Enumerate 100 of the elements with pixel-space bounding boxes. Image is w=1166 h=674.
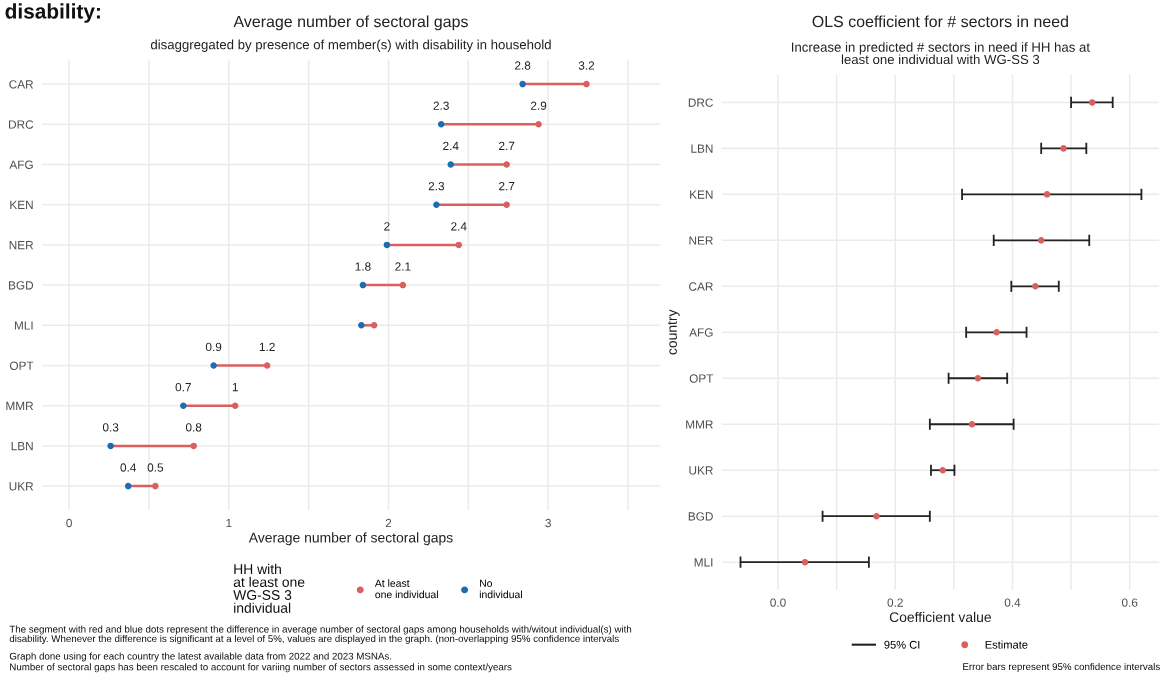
- point: [974, 375, 982, 382]
- text: 95% CI: [884, 640, 920, 649]
- point: [1060, 145, 1067, 152]
- point: [124, 482, 132, 490]
- chart-title: Average number of sectoral gaps: [233, 15, 468, 31]
- y-tick-label: LBN: [11, 442, 33, 451]
- point: [359, 281, 367, 289]
- x-tick-label: 0.4: [1004, 598, 1021, 607]
- data-label: 3.2: [578, 61, 595, 70]
- y-tick-label: CAR: [689, 282, 713, 291]
- point: [210, 362, 217, 369]
- y-tick-label: DRC: [9, 120, 34, 129]
- data-label: 2.7: [499, 181, 515, 191]
- point: [1043, 191, 1051, 198]
- point: [1088, 99, 1096, 106]
- data-label: 2.9: [530, 101, 547, 110]
- legend-label: No individual: [479, 579, 522, 599]
- x-tick-label: 2: [385, 518, 392, 528]
- legend-title: HH with at least one WG-SS 3 individual: [233, 563, 305, 613]
- x-tick-label: 3: [545, 518, 551, 528]
- point: [263, 362, 271, 369]
- point: [1037, 237, 1045, 244]
- y-axis-title: country: [667, 309, 680, 355]
- point: [801, 558, 809, 566]
- y-tick-label: MLI: [694, 558, 713, 567]
- point: [107, 442, 114, 450]
- text: Number of sectoral gaps has been rescaled to account for variing number of sectors assessed in some context/years: [10, 663, 512, 673]
- data-label: 1.8: [355, 262, 371, 271]
- point: [993, 329, 1000, 336]
- legend-label: Estimate: [985, 640, 1028, 649]
- chart-title: OLS coefficient for # sectors in need: [812, 15, 1068, 28]
- point: [939, 466, 946, 474]
- data-label: 2.4: [451, 222, 467, 231]
- data-label: 1.2: [259, 342, 275, 351]
- y-tick-label: NER: [689, 236, 713, 245]
- point: [358, 322, 365, 329]
- text: disability:: [5, 3, 100, 23]
- point: [231, 402, 239, 409]
- x-tick-label: 0.0: [770, 598, 786, 607]
- data-label: 0.3: [102, 423, 119, 432]
- y-tick-label: UKR: [689, 466, 713, 475]
- y-tick-label: KEN: [10, 200, 33, 209]
- data-label: 0.5: [147, 463, 164, 472]
- point: [873, 512, 880, 520]
- y-tick-label: KEN: [690, 190, 713, 199]
- data-label: 2: [384, 222, 390, 231]
- data-label: 2.8: [515, 61, 531, 70]
- y-tick-label: MMR: [686, 420, 713, 429]
- data-label: 2.3: [433, 101, 449, 110]
- point: [383, 241, 391, 249]
- data-label: 0.8: [185, 423, 202, 432]
- text: Error bars represent 95% confidence intervals: [963, 662, 1160, 672]
- x-tick-label: 1: [226, 518, 232, 528]
- point: [968, 420, 976, 428]
- point: [583, 80, 590, 88]
- x-tick-label: 0.2: [887, 598, 903, 607]
- data-label: 0.7: [175, 382, 191, 392]
- point: [370, 322, 378, 329]
- data-label: 2.1: [395, 262, 411, 271]
- data-label: 2.7: [499, 141, 515, 150]
- point: [519, 80, 526, 88]
- point: [399, 281, 407, 289]
- x-tick-label: 0: [66, 518, 72, 528]
- x-axis-title: Coefficient value: [889, 611, 991, 623]
- y-tick-label: LBN: [691, 144, 713, 153]
- data-label: 0.4: [120, 463, 137, 472]
- point: [433, 201, 440, 208]
- x-tick-label: 0.6: [1121, 598, 1138, 607]
- y-tick-label: DRC: [688, 98, 713, 107]
- point: [180, 402, 187, 409]
- legend-label: At least one individual: [374, 579, 438, 599]
- y-tick-label: CAR: [9, 80, 34, 89]
- y-tick-label: AFG: [9, 160, 33, 169]
- y-tick-label: AFG: [689, 328, 713, 337]
- point: [190, 442, 197, 450]
- point: [447, 161, 455, 168]
- x-axis-title: Average number of sectoral gaps: [248, 532, 453, 546]
- point: [437, 121, 445, 128]
- chart-subtitle: disaggregated by presence of member(s) with disability in household: [150, 39, 551, 52]
- text: The segment with red and blue dots represent the difference in average number of sectoral gaps among households with/witout individual(s) with disability. Whenever the difference is significant at a level of 5%, values are displayed in the graph. (non-overlapping 95% confidence intervals: [9, 625, 632, 644]
- text: Graph done using for each country the latest available data from 2022 and 2023 MSNAs.: [9, 652, 392, 662]
- data-label: 0.9: [205, 342, 222, 352]
- y-tick-label: BGD: [688, 512, 713, 521]
- y-tick-label: NER: [9, 241, 34, 250]
- point: [1032, 283, 1039, 290]
- data-label: 2.4: [443, 141, 459, 150]
- data-label: 1: [232, 383, 238, 392]
- point: [455, 241, 463, 249]
- point: [535, 121, 542, 128]
- data-label: 2.3: [428, 181, 445, 191]
- point: [503, 201, 510, 208]
- y-tick-label: MMR: [6, 401, 34, 410]
- point: [503, 161, 510, 168]
- point: [152, 482, 159, 490]
- y-tick-label: MLI: [14, 321, 33, 330]
- y-tick-label: OPT: [689, 374, 714, 383]
- y-tick-label: UKR: [9, 482, 34, 491]
- chart-subtitle: Increase in predicted # sectors in need if HH has at least one individual with WG-SS 3: [791, 42, 1090, 65]
- y-tick-label: BGD: [9, 281, 34, 290]
- y-tick-label: OPT: [9, 361, 34, 370]
